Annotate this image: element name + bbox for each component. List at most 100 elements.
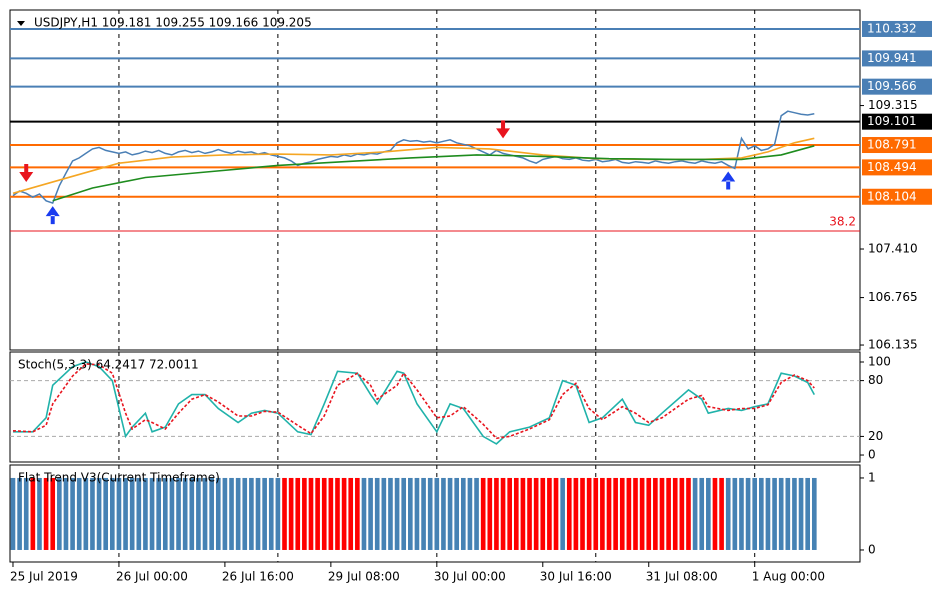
trend-bar	[222, 477, 228, 550]
trend-bar	[626, 477, 632, 550]
level-label-box	[862, 78, 932, 95]
trend-bar	[712, 477, 718, 550]
level-label-box	[862, 159, 932, 176]
level-label-box	[862, 188, 932, 205]
trend-bar	[149, 477, 155, 550]
trend-bar	[209, 477, 214, 550]
y-tick-label: 1	[868, 470, 876, 484]
trend-bar	[401, 477, 407, 550]
trend-bar	[215, 477, 221, 550]
trend-bar	[639, 477, 645, 550]
trend-bar	[348, 477, 354, 550]
x-tick-label: 26 Jul 00:00	[116, 570, 188, 584]
trend-bar	[10, 477, 16, 550]
trend-bar	[441, 477, 446, 550]
trend-bar	[321, 477, 327, 550]
trend-bar	[500, 477, 506, 550]
panel-title: Flat Trend V3(Current Timeframe)	[18, 471, 220, 485]
trend-bar	[593, 477, 599, 550]
trend-bar	[719, 477, 724, 550]
trend-bar	[732, 477, 738, 550]
trend-bar	[414, 477, 420, 550]
level-label: 108.791	[867, 138, 917, 152]
trend-bar	[275, 477, 281, 550]
panel-frame	[9, 464, 861, 563]
trend-bar	[487, 477, 493, 550]
trend-bar	[573, 477, 579, 550]
trend-bar	[249, 477, 254, 550]
y-tick-label: 0	[868, 542, 876, 556]
trend-bar	[421, 477, 426, 550]
trend-bar	[527, 477, 532, 550]
trend-bar	[76, 477, 82, 550]
y-tick-label: 106.135	[868, 338, 918, 352]
trend-bar	[242, 477, 248, 550]
trend-bar	[288, 477, 294, 550]
y-tick-label: 109.315	[868, 98, 918, 112]
trend-bar	[666, 477, 671, 550]
series-line	[13, 361, 816, 445]
trend-bar	[672, 477, 678, 550]
trend-bar	[374, 477, 380, 550]
trend-bar	[182, 477, 188, 550]
level-label: 108.104	[867, 189, 917, 203]
level-label: 109.941	[867, 51, 917, 65]
trend-bar	[474, 477, 479, 550]
trend-bar	[619, 477, 625, 550]
trend-bar	[143, 477, 148, 550]
fibo-label: 38.2	[829, 215, 856, 229]
trend-bar	[70, 477, 75, 550]
menu-triangle	[17, 21, 25, 26]
trend-bar	[778, 477, 784, 550]
trend-bar	[699, 477, 705, 550]
trend-bar	[785, 477, 791, 550]
trend-bar	[129, 477, 135, 550]
trend-bar	[196, 477, 201, 550]
trend-bar	[156, 477, 161, 550]
trend-bar	[37, 477, 42, 550]
trend-bar	[202, 477, 208, 550]
trend-bar	[408, 477, 413, 550]
level-label: 108.494	[867, 160, 917, 174]
trend-bar	[368, 477, 373, 550]
y-tick-label: 106.765	[868, 290, 918, 304]
trend-bar	[606, 477, 612, 550]
trend-bar	[57, 477, 62, 550]
trend-bar	[394, 477, 400, 550]
level-label-box	[862, 137, 932, 154]
trend-bar	[96, 477, 102, 550]
trend-bar	[659, 477, 665, 550]
level-label: 110.332	[867, 21, 917, 35]
trend-bar	[50, 477, 56, 550]
x-tick-label: 30 Jul 00:00	[434, 570, 506, 584]
trend-bar	[255, 477, 261, 550]
trend-bar	[176, 477, 181, 550]
trend-bar	[460, 477, 466, 550]
trend-bar	[43, 477, 49, 550]
trend-bar	[189, 477, 195, 550]
trend-bar	[739, 477, 744, 550]
trend-bar	[692, 477, 698, 550]
trend-bar	[427, 477, 433, 550]
y-tick-label: 20	[868, 429, 883, 443]
series-line	[12, 137, 815, 195]
trend-bar	[586, 477, 592, 550]
trend-bar	[355, 477, 360, 550]
series-line	[12, 363, 815, 440]
level-label-box	[862, 50, 932, 67]
trend-bar	[434, 477, 440, 550]
trend-bar	[116, 477, 122, 550]
signal-arrow	[496, 120, 511, 139]
trend-bar	[328, 477, 334, 550]
trend-bar	[507, 477, 512, 550]
x-tick-label: 31 Jul 08:00	[646, 570, 718, 584]
trend-bar	[566, 477, 572, 550]
level-label: 109.566	[867, 79, 917, 93]
trend-bar	[235, 477, 241, 550]
trend-bar	[83, 477, 89, 550]
trend-bar	[653, 477, 658, 550]
trend-bar	[547, 477, 552, 550]
x-tick-label: 25 Jul 2019	[10, 570, 78, 584]
trend-bar	[513, 477, 519, 550]
